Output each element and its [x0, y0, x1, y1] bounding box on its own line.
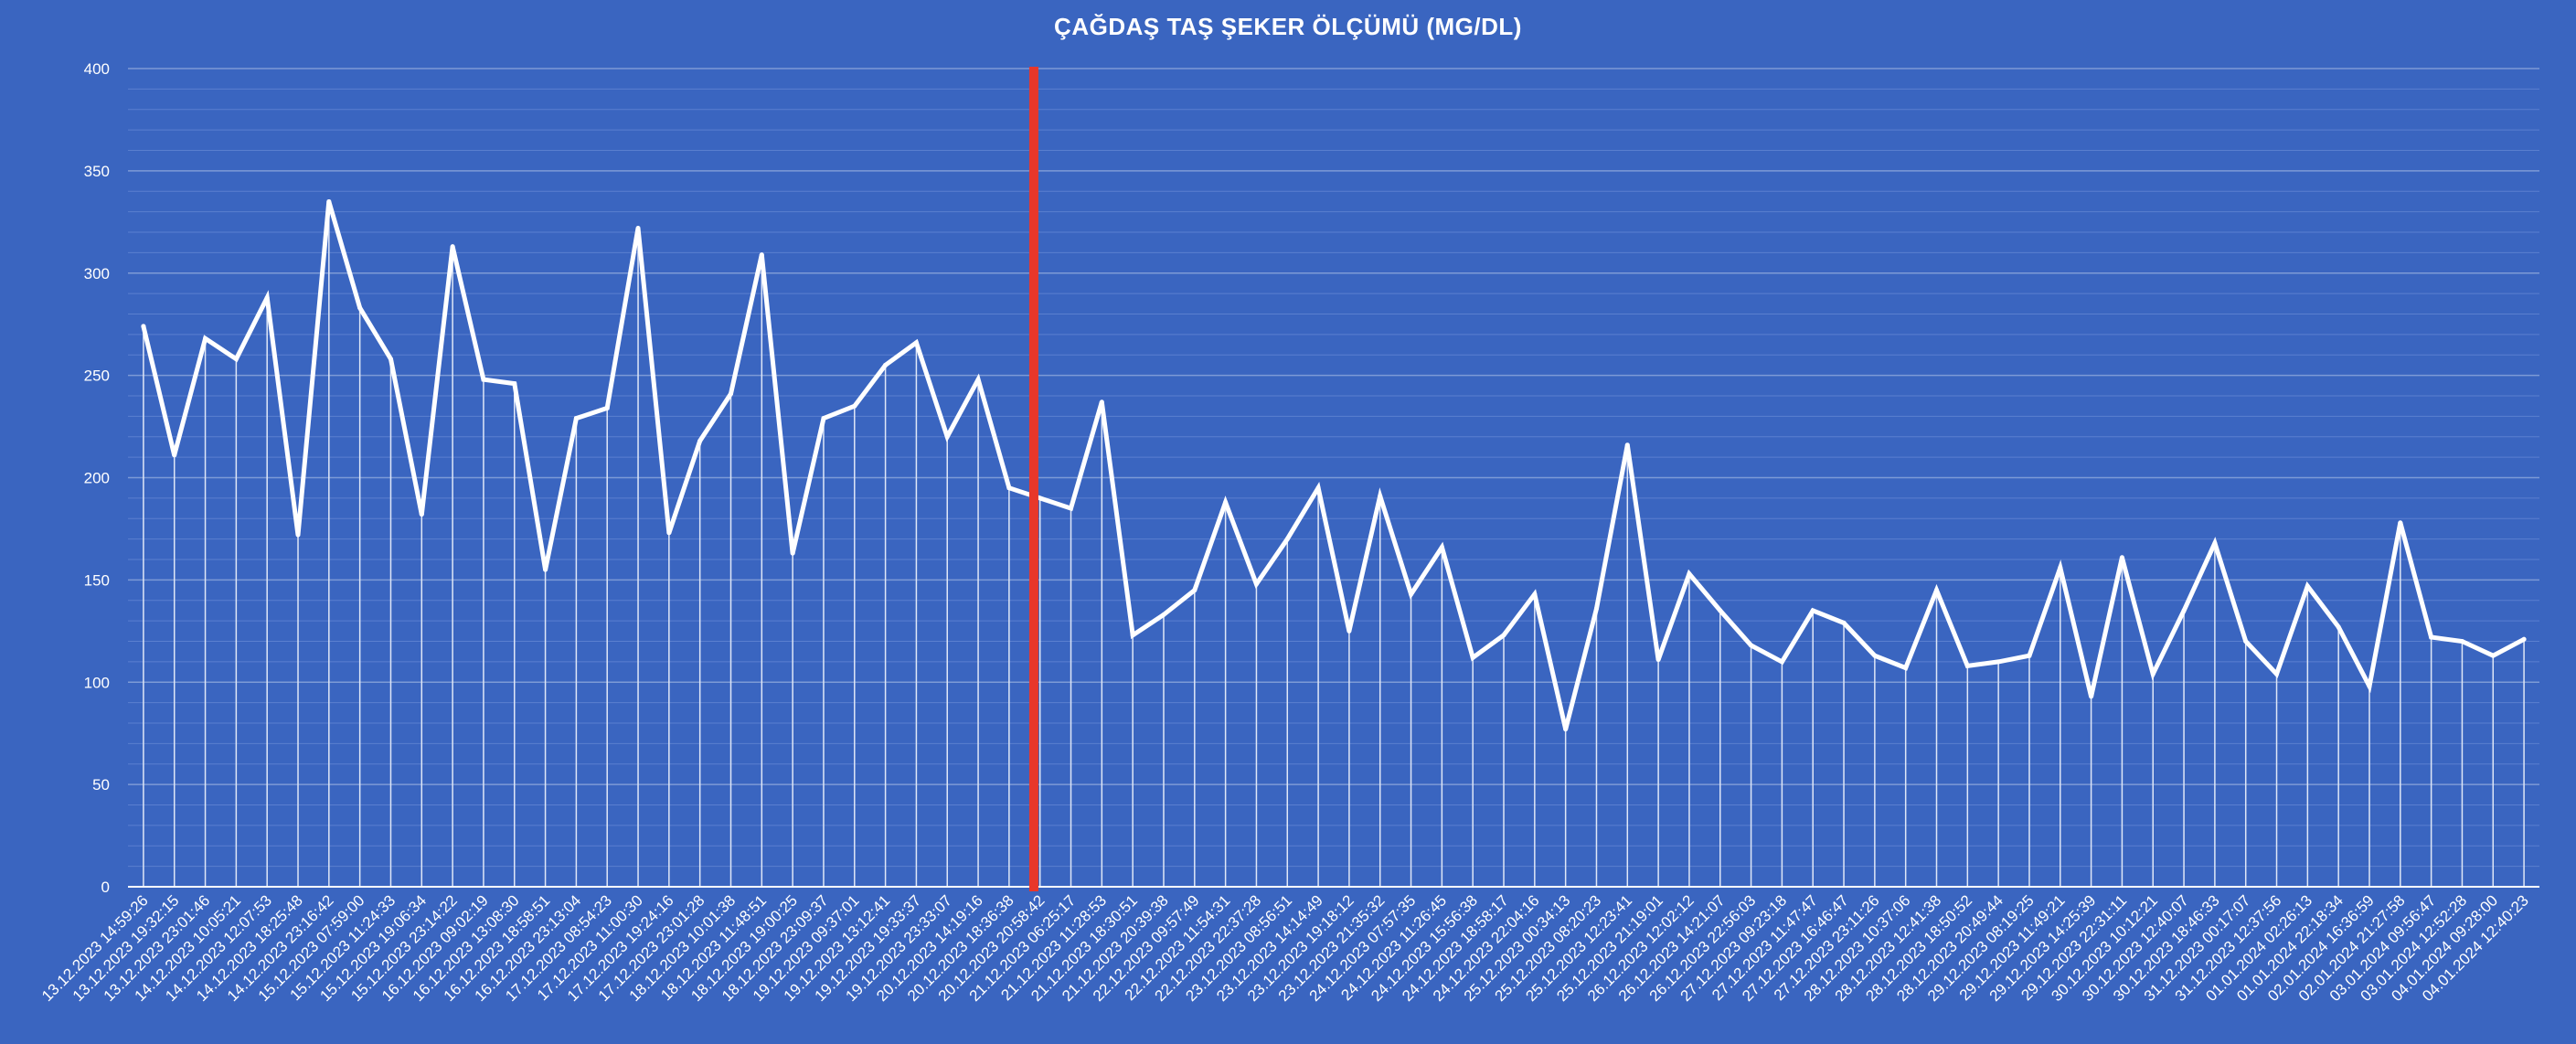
data-point: [2459, 639, 2464, 644]
data-point: [543, 567, 548, 572]
data-point: [233, 357, 239, 362]
y-tick-label: 250: [84, 368, 110, 385]
data-point: [1655, 657, 1661, 663]
series-line: [141, 200, 2527, 730]
data-point: [729, 391, 733, 397]
data-point: [450, 244, 455, 250]
drop-lines: [143, 201, 2525, 887]
data-point: [1161, 612, 1166, 617]
data-point: [1749, 643, 1754, 648]
data-point: [1563, 727, 1569, 732]
data-point: [2027, 653, 2032, 658]
y-tick-label: 300: [84, 265, 110, 282]
y-tick-label: 50: [92, 776, 110, 794]
data-point: [1996, 659, 2001, 665]
data-point: [1409, 591, 1414, 597]
data-point: [2398, 520, 2403, 526]
data-point: [821, 416, 826, 421]
y-tick-label: 400: [84, 60, 110, 78]
data-point: [1501, 633, 1506, 638]
data-point: [2274, 671, 2280, 676]
y-tick-label: 100: [84, 674, 110, 691]
data-point: [1903, 666, 1909, 671]
data-point: [697, 438, 703, 443]
data-point: [2119, 555, 2124, 560]
data-point: [790, 550, 795, 556]
data-point: [883, 362, 889, 368]
data-point: [1284, 537, 1290, 542]
data-point: [604, 405, 610, 410]
data-point: [2490, 653, 2496, 658]
data-point: [1872, 653, 1878, 658]
data-point: [326, 198, 332, 204]
data-point: [1810, 608, 1815, 613]
data-point: [2058, 565, 2063, 570]
y-axis: 0 50 100 150 200 250 300 350 400: [84, 60, 2539, 896]
data-point: [1934, 588, 1939, 593]
y-tick-label: 0: [101, 879, 110, 896]
y-tick-label: 200: [84, 470, 110, 487]
data-point: [2521, 636, 2527, 642]
data-point: [2150, 671, 2156, 676]
data-point: [357, 305, 363, 311]
y-tick-label: 350: [84, 163, 110, 180]
data-point: [1439, 545, 1444, 550]
data-point: [1069, 506, 1074, 511]
data-point: [666, 530, 672, 536]
data-point: [635, 226, 641, 231]
data-point: [975, 377, 981, 382]
data-point: [1315, 485, 1321, 491]
data-point: [852, 403, 857, 409]
data-point: [1718, 608, 1723, 613]
y-tick-label: 150: [84, 571, 110, 589]
data-point: [141, 324, 146, 329]
data-point: [1038, 495, 1043, 501]
data-point: [203, 336, 208, 341]
data-point: [295, 532, 301, 538]
data-point: [1964, 663, 1970, 668]
data-point: [512, 381, 517, 387]
data-point: [1253, 581, 1259, 587]
data-point: [1532, 591, 1538, 597]
data-point: [1779, 659, 1784, 665]
data-point: [2429, 634, 2434, 640]
data-point: [759, 252, 764, 258]
data-point: [2336, 624, 2341, 630]
data-point: [419, 512, 424, 517]
chart-title: ÇAĞDAŞ TAŞ ŞEKER ÖLÇÜMÜ (MG/DL): [1054, 13, 1522, 40]
data-point: [2181, 608, 2187, 613]
data-point: [2212, 540, 2218, 546]
data-point: [1687, 571, 1692, 577]
data-point: [172, 453, 177, 458]
data-point: [481, 377, 486, 382]
data-point: [2243, 639, 2249, 644]
data-point: [1378, 494, 1383, 499]
data-point: [1223, 499, 1229, 505]
data-point: [1192, 588, 1198, 593]
data-point: [1470, 655, 1475, 660]
data-point: [1624, 442, 1630, 448]
data-point: [944, 434, 950, 440]
data-point: [2367, 684, 2372, 689]
data-point: [1593, 606, 1599, 612]
data-point: [1347, 628, 1352, 634]
data-point: [1130, 633, 1135, 638]
data-point: [2089, 694, 2094, 699]
data-point: [264, 295, 270, 301]
data-point: [573, 416, 579, 421]
data-point: [913, 340, 919, 346]
series-layer: [141, 198, 2527, 732]
data-point: [1841, 620, 1847, 625]
data-point: [1006, 485, 1012, 491]
data-point: [1099, 399, 1104, 405]
grid-lines: [128, 68, 2539, 888]
data-point: [388, 357, 393, 362]
data-point: [2305, 583, 2310, 589]
